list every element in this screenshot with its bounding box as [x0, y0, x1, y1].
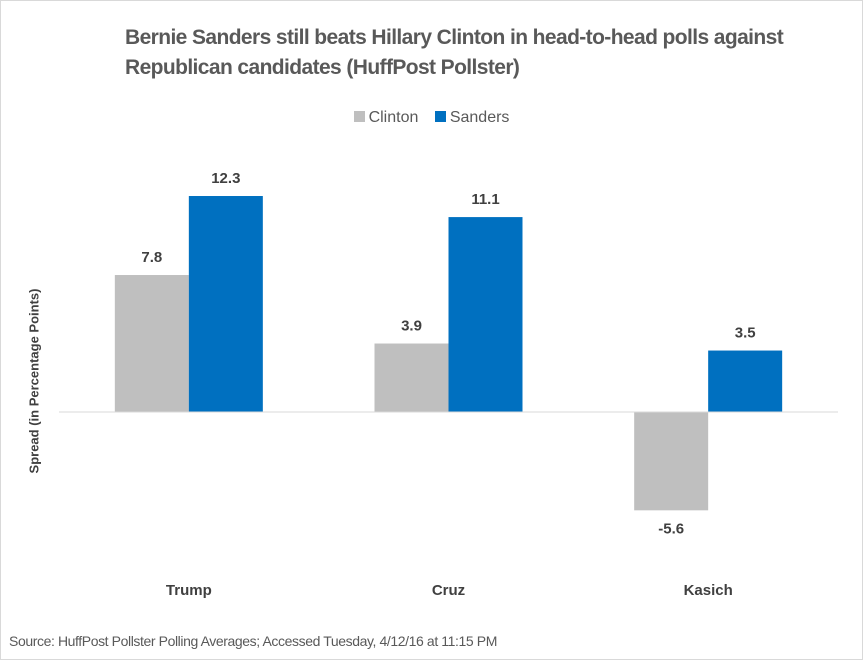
bar-clinton-cruz: [374, 343, 449, 412]
data-label: 7.8: [141, 249, 162, 266]
legend-swatch-clinton: [353, 111, 365, 122]
x-tick-label: Kasich: [684, 582, 733, 599]
data-label: 3.5: [735, 325, 756, 342]
legend-label-sanders: Sanders: [449, 109, 510, 126]
x-tick-label: Cruz: [432, 582, 465, 599]
plot-area: 7.8 12.3 Trump 3.9 11.1 Cruz -5.6 3.5 Kasich: [59, 170, 838, 599]
bar-clinton-kasich: [634, 412, 709, 511]
chart-title: Bernie Sanders still beats Hillary Clint…: [125, 26, 784, 79]
data-label: 11.1: [471, 191, 499, 208]
legend-item-clinton: Clinton: [353, 109, 419, 127]
data-label: 12.3: [211, 170, 240, 187]
bar-sanders-cruz: [448, 217, 523, 412]
legend-swatch-sanders: [434, 111, 446, 122]
legend: Clinton Sanders: [1, 109, 862, 127]
x-tick-label: Trump: [166, 582, 212, 599]
source-note: Source: HuffPost Pollster Polling Averag…: [9, 633, 497, 649]
data-label: -5.6: [658, 520, 684, 537]
bar-clinton-trump: [114, 275, 189, 412]
data-label: 3.9: [401, 318, 422, 335]
legend-item-sanders: Sanders: [434, 109, 510, 127]
bar-sanders-trump: [188, 196, 263, 412]
legend-label-clinton: Clinton: [368, 109, 419, 126]
bar-sanders-kasich: [708, 350, 783, 412]
